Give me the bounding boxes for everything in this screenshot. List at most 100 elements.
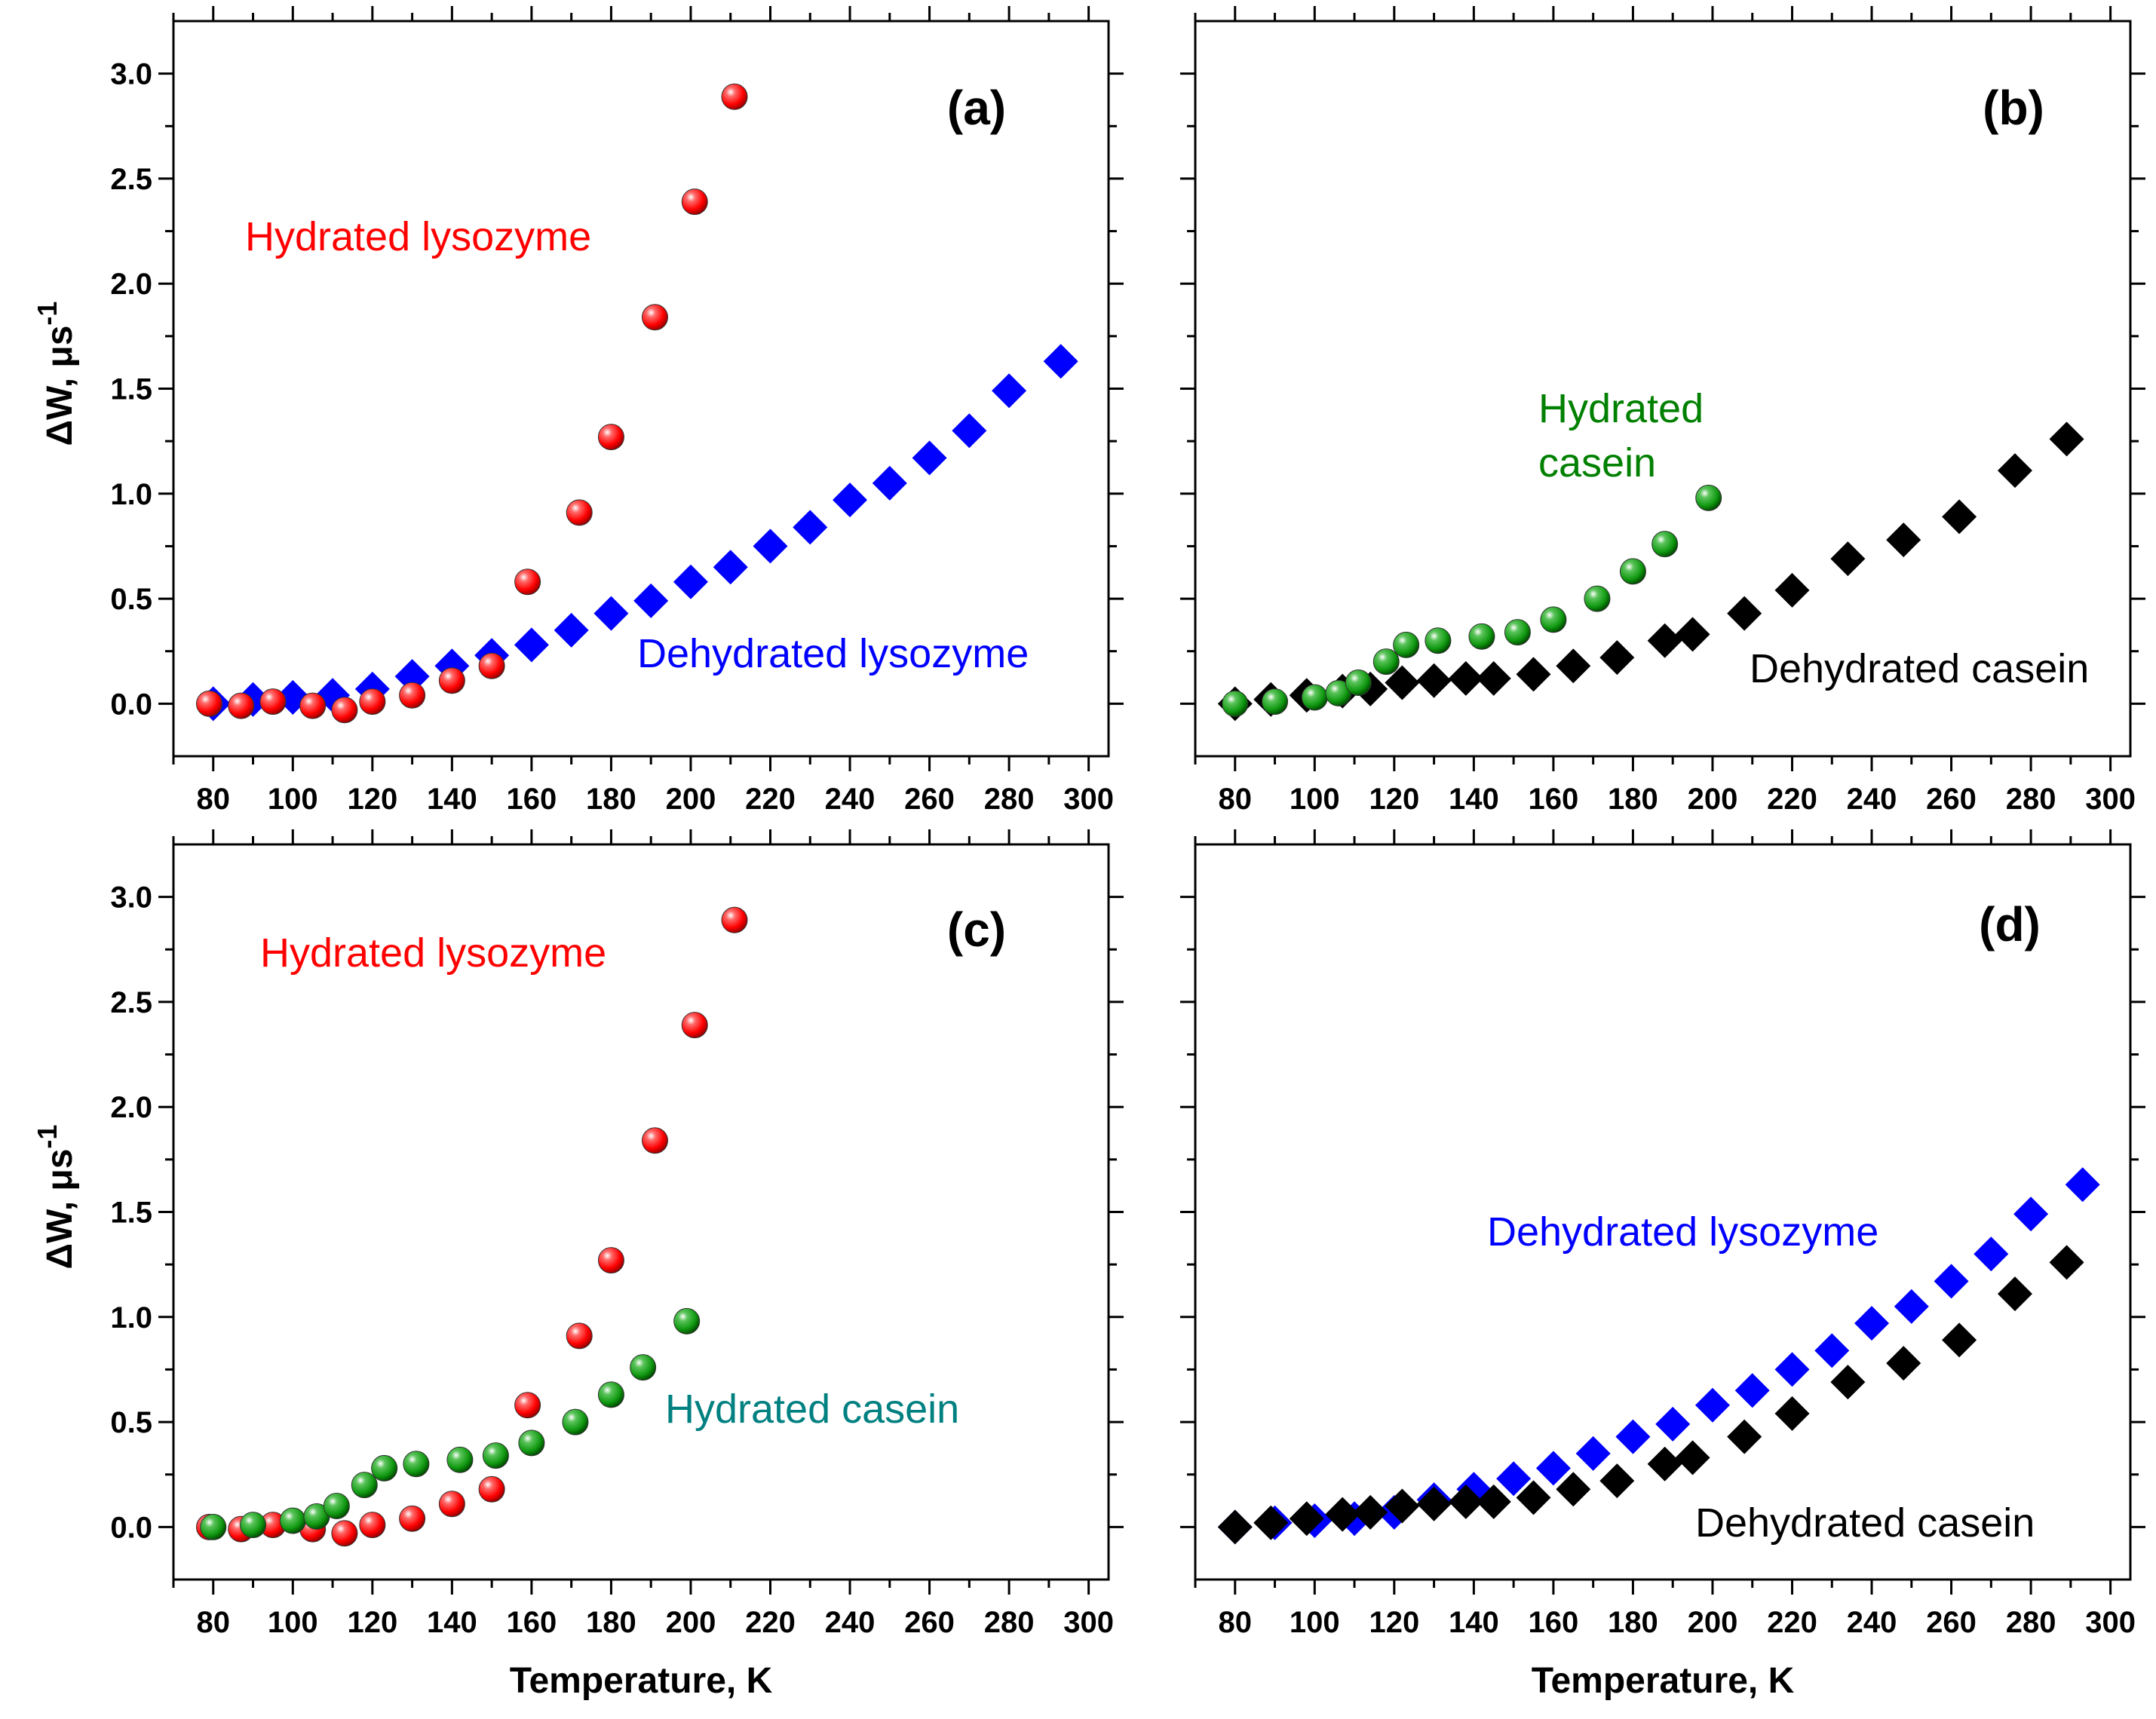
data-point — [331, 1520, 358, 1547]
y-tick-label: 2.0 — [110, 268, 152, 301]
data-point — [952, 413, 987, 449]
y-tick-label: 2.5 — [110, 986, 152, 1019]
y-axis-title-main: ΔW, μs — [40, 1149, 80, 1270]
data-point — [228, 692, 255, 719]
data-point — [323, 1493, 350, 1519]
data-point — [633, 583, 669, 618]
x-tick-label: 120 — [1369, 783, 1419, 816]
data-point — [1942, 499, 1977, 535]
x-tick-label: 160 — [507, 1606, 557, 1639]
data-point — [1476, 1484, 1511, 1519]
x-tick-label: 240 — [825, 783, 876, 816]
data-point — [394, 659, 430, 694]
data-point — [331, 697, 358, 724]
data-point — [1997, 1276, 2032, 1312]
data-point — [1516, 657, 1551, 692]
series-hydrated-casein — [1222, 484, 1722, 717]
y-tick-label: 0.5 — [110, 1406, 152, 1439]
x-tick-label: 300 — [2085, 1606, 2136, 1639]
data-point — [2049, 421, 2084, 457]
y-axis-title: ΔW, μs-1 — [32, 1125, 80, 1270]
data-point — [2065, 1167, 2100, 1203]
data-point — [641, 304, 668, 331]
x-tick-label: 300 — [2085, 783, 2136, 816]
x-tick-label: 220 — [1767, 783, 1817, 816]
data-point — [1043, 344, 1078, 379]
series-annotation: Dehydrated lysozyme — [637, 631, 1029, 676]
x-tick-label: 160 — [507, 783, 557, 816]
data-point — [359, 688, 386, 715]
data-point — [721, 906, 748, 933]
data-point — [1325, 1497, 1360, 1532]
x-tick-label: 260 — [904, 783, 955, 816]
data-point — [681, 1012, 708, 1039]
data-point — [1655, 1406, 1691, 1442]
y-tick-label: 1.5 — [110, 1197, 152, 1230]
data-point — [597, 424, 624, 451]
series-hydrated-casein — [200, 1307, 701, 1540]
data-point — [438, 667, 465, 694]
x-tick-label: 260 — [904, 1606, 955, 1639]
data-point — [478, 1475, 505, 1503]
data-point — [1393, 631, 1420, 658]
y-axis-title: ΔW, μs-1 — [32, 302, 80, 446]
data-point — [1942, 1322, 1977, 1358]
series-annotation: Hydrated — [1538, 386, 1704, 431]
series-annotation: Hydrated lysozyme — [245, 214, 591, 259]
x-tick-label: 200 — [666, 1606, 716, 1639]
data-point — [1516, 1480, 1551, 1515]
data-point — [1372, 648, 1400, 676]
data-point — [1222, 690, 1249, 717]
y-tick-label: 0.0 — [110, 688, 152, 721]
data-point — [673, 1307, 701, 1334]
x-tick-label: 280 — [2006, 1606, 2056, 1639]
data-point — [1647, 1446, 1682, 1482]
data-point — [554, 612, 589, 648]
panel-label: (a) — [947, 81, 1006, 135]
panel-label: (c) — [947, 902, 1006, 957]
x-tick-label: 180 — [586, 1606, 636, 1639]
data-point — [514, 568, 541, 596]
data-point — [1997, 453, 2032, 489]
data-point — [1886, 1346, 1921, 1381]
x-tick-label: 280 — [2006, 783, 2056, 816]
data-point — [240, 1512, 267, 1539]
data-point — [478, 652, 505, 679]
x-tick-label: 260 — [1926, 783, 1977, 816]
data-point — [793, 510, 828, 545]
data-point — [566, 499, 593, 526]
data-point — [1416, 1486, 1452, 1521]
x-tick-label: 160 — [1529, 783, 1579, 816]
x-tick-label: 100 — [1290, 783, 1340, 816]
data-point — [1774, 572, 1810, 608]
data-point — [673, 564, 708, 599]
data-point — [1416, 663, 1452, 698]
x-tick-label: 140 — [1449, 783, 1499, 816]
data-point — [1694, 1387, 1730, 1423]
data-point — [399, 682, 426, 709]
data-point — [359, 1512, 386, 1539]
data-point — [1385, 665, 1420, 700]
data-point — [259, 688, 287, 715]
data-point — [1599, 640, 1635, 676]
data-point — [713, 550, 748, 585]
data-point — [1652, 531, 1679, 558]
series-hydrated-lysozyme — [195, 83, 748, 724]
data-point — [438, 1491, 465, 1518]
panel-2: 80 100 120 140 160 180 200 220 240 260 280 300 0.0 0.… — [32, 829, 1124, 1701]
y-axis-title-superscript: -1 — [32, 1125, 63, 1149]
data-point — [1734, 1373, 1770, 1408]
data-point — [482, 1442, 509, 1469]
x-tick-label: 80 — [1219, 1606, 1253, 1639]
data-point — [597, 1247, 624, 1274]
x-tick-label: 240 — [825, 1606, 876, 1639]
x-tick-label: 140 — [427, 783, 477, 816]
x-tick-label: 100 — [1290, 1606, 1340, 1639]
data-point — [1556, 1472, 1591, 1507]
data-point — [1289, 1501, 1324, 1537]
y-axis-title-main: ΔW, μs — [40, 326, 80, 446]
data-point — [872, 465, 907, 501]
data-point — [1217, 1509, 1253, 1545]
data-point — [1894, 1288, 1929, 1324]
data-point — [992, 373, 1027, 409]
